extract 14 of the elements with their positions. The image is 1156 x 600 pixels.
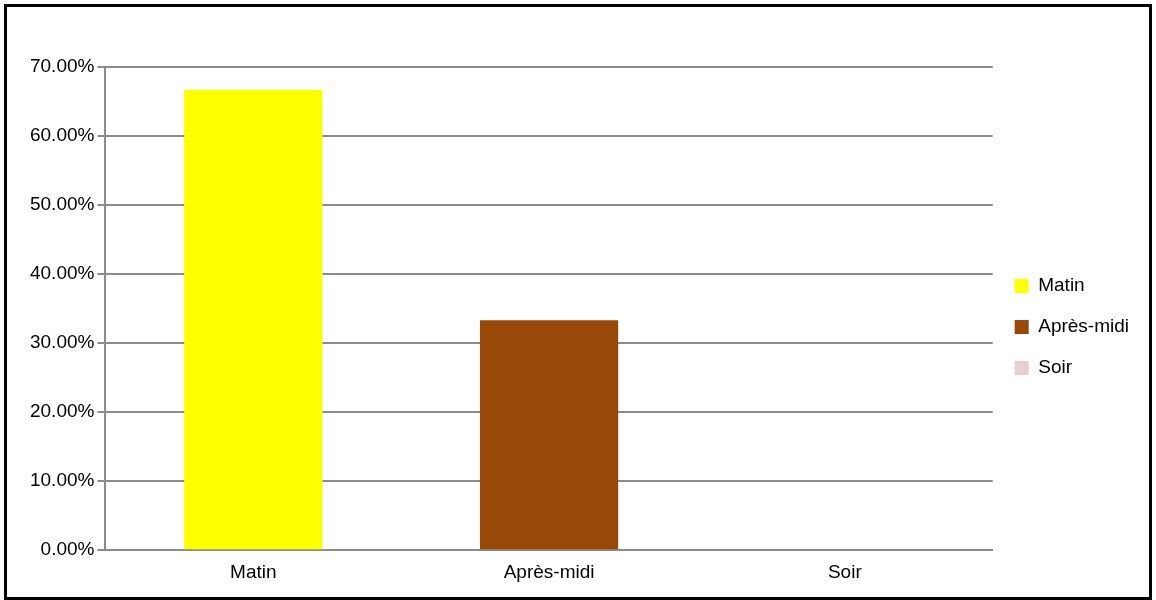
y-tick-label: 50.00% xyxy=(29,193,95,215)
y-tick-label: 60.00% xyxy=(29,124,95,146)
x-tick-label: Après-midi xyxy=(503,560,595,582)
legend-label: Matin xyxy=(1038,274,1085,296)
y-tick-label: 20.00% xyxy=(29,400,95,422)
y-tick-label: 40.00% xyxy=(29,262,95,284)
y-tick-label: 0.00% xyxy=(40,538,95,560)
x-tick-label: Matin xyxy=(230,560,277,582)
x-tick-label: Soir xyxy=(827,560,863,582)
legend-label: Après-midi xyxy=(1038,315,1130,337)
y-tick-label: 70.00% xyxy=(29,55,95,77)
y-tick-label: 10.00% xyxy=(29,469,95,491)
y-tick-label: 30.00% xyxy=(29,331,95,353)
legend-label: Soir xyxy=(1038,356,1073,378)
